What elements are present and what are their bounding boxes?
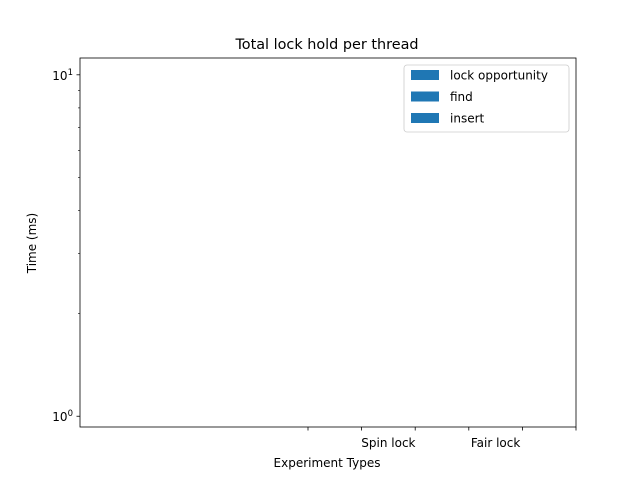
x-axis: Spin lock Fair lock bbox=[307, 427, 577, 450]
legend: lock opportunity find insert bbox=[403, 64, 570, 133]
legend-swatch bbox=[411, 70, 439, 80]
legend-frame bbox=[403, 64, 570, 133]
x-axis-label: Experiment Types bbox=[274, 456, 381, 470]
plot-area bbox=[79, 57, 577, 428]
legend-label: insert bbox=[450, 112, 485, 126]
plot-frame bbox=[79, 57, 577, 428]
chart-title: Total lock hold per thread bbox=[234, 37, 418, 53]
legend-label: lock opportunity bbox=[450, 69, 548, 83]
y-axis-label: Time (ms) bbox=[25, 213, 39, 275]
legend-label: find bbox=[450, 90, 473, 104]
legend-swatch bbox=[411, 113, 439, 123]
x-tick-label: Fair lock bbox=[471, 436, 521, 450]
legend-swatch bbox=[411, 91, 439, 102]
x-tick-label: Spin lock bbox=[361, 436, 415, 450]
